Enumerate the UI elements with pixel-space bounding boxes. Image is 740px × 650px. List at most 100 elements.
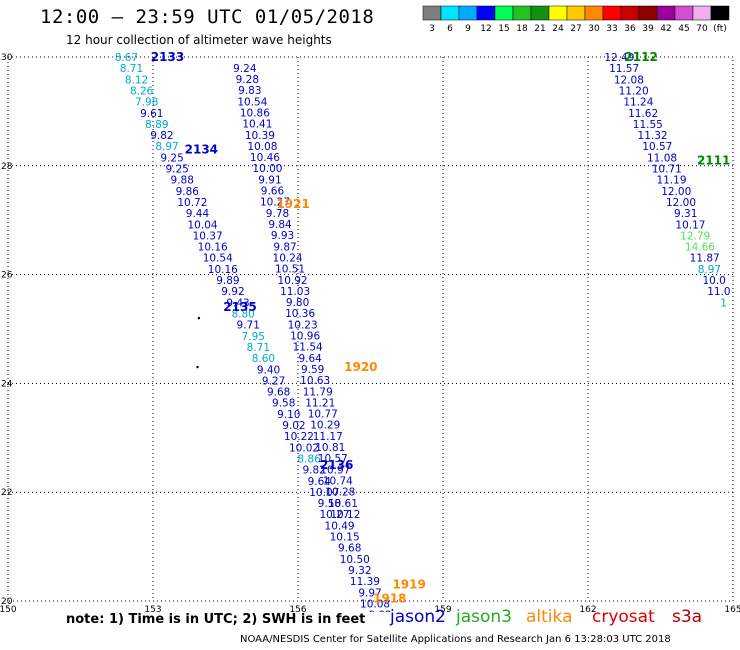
swh-value: 11.87 [690, 253, 720, 265]
pass-label: 2112 [624, 50, 657, 64]
satellite-legend-s3a: s3a [672, 607, 703, 627]
swh-value: 7.95 [242, 331, 265, 343]
colorbar-label: 6 [447, 24, 453, 34]
wave-height-plot: 150 153 156 159 162 1653028262422208.678.718.… [0, 50, 740, 612]
swh-value: 10.57 [318, 453, 348, 465]
swh-value: 11.21 [305, 397, 335, 409]
swh-value: 9.91 [258, 174, 281, 186]
swh-value: 10.77 [308, 409, 338, 421]
pass-label: 2111 [697, 153, 730, 167]
swh-value: 11.55 [633, 119, 663, 131]
colorbar-label: 70 [696, 24, 708, 34]
colorbar-label: 15 [498, 24, 509, 34]
swh-value: 11.24 [623, 97, 653, 109]
swh-value: 10.92 [278, 275, 308, 287]
swh-value: 10.08 [247, 141, 277, 153]
swh-value: 11.57 [609, 63, 639, 75]
chart-title: 12:00 – 23:59 UTC 01/05/2018 [40, 6, 375, 28]
swh-value: 9.32 [348, 565, 371, 577]
swh-value: 9.59 [301, 364, 324, 376]
swh-value: 8.12 [125, 74, 148, 86]
swh-value: 10.02 [289, 442, 319, 454]
swh-value: 9.02 [282, 420, 305, 432]
swh-value: 9.97 [358, 587, 381, 599]
y-tick-label: 26 [1, 271, 13, 281]
swh-value: 9.93 [271, 230, 294, 242]
swh-value: 8.97 [698, 264, 721, 276]
swh-value: 8.97 [155, 141, 178, 153]
swh-value: 10.54 [203, 253, 233, 265]
y-tick-label: 30 [1, 53, 13, 63]
swh-value: 9.58 [318, 498, 341, 510]
swh-value: 9.68 [338, 543, 361, 555]
swh-value: 9.80 [286, 297, 309, 309]
swh-value: 11.54 [293, 342, 323, 354]
marker-dot [197, 316, 201, 320]
colorbar-label: 39 [642, 24, 654, 34]
y-tick-label: 20 [1, 597, 13, 607]
swh-value: 9.27 [262, 375, 285, 387]
swh-value: 11.62 [628, 108, 658, 120]
swh-value: 10.16 [198, 242, 228, 254]
colorbar-label: 42 [660, 24, 671, 34]
swh-value: 10.57 [642, 141, 672, 153]
swh-value: 10.16 [208, 264, 238, 276]
swh-value: 10.27 [319, 509, 349, 521]
swh-value: 10.39 [245, 130, 275, 142]
satellite-legend-cryosat: cryosat [592, 607, 655, 627]
swh-value: 8.26 [130, 85, 154, 97]
swh-value: 7.98 [135, 97, 158, 109]
swh-value: 9.58 [272, 398, 295, 410]
swh-value: 10.61 [328, 498, 358, 510]
swh-value: 11.03 [280, 286, 310, 298]
chart-subtitle: 12 hour collection of altimeter wave hei… [66, 33, 332, 47]
swh-value: 11.79 [303, 386, 333, 398]
x-tick-label: 165 [724, 605, 740, 612]
swh-value: 10.08 [360, 598, 390, 610]
swh-value: 12.08 [614, 74, 644, 86]
swh-value: 10.29 [310, 420, 340, 432]
colorbar-label: 18 [516, 24, 528, 34]
swh-value: 10.15 [330, 532, 360, 544]
swh-value: 8.71 [120, 63, 143, 75]
pass-label: 1918 [373, 591, 406, 605]
swh-value: 9.43 [226, 297, 249, 309]
swh-value: 11.17 [313, 431, 343, 443]
swh-value: 9.66 [261, 186, 285, 198]
pass-label: 2136 [320, 458, 353, 472]
swh-value: 10.54 [237, 96, 267, 108]
footer-note: note: 1) Time is in UTC; 2) SWH is in fe… [66, 612, 366, 627]
swh-value: 10.24 [273, 252, 303, 264]
swh-value: 10.36 [285, 308, 315, 320]
swh-value: 9.44 [186, 208, 210, 220]
y-tick-label: 28 [1, 162, 13, 172]
pass-label: 1921 [276, 197, 309, 211]
swh-value: 9.25 [160, 152, 183, 164]
swh-value: 11.32 [638, 130, 668, 142]
colorbar-label: 45 [678, 24, 689, 34]
swh-value: 9.92 [221, 286, 244, 298]
colorbar-label: 12 [480, 24, 491, 34]
y-tick-label: 24 [1, 379, 13, 389]
swh-value: 8.60 [252, 353, 275, 365]
swh-value: 10.00 [252, 163, 282, 175]
swh-value: 11.39 [350, 576, 380, 588]
swh-value: 9.40 [257, 364, 280, 376]
satellite-legend-jason2: jason2 [390, 607, 446, 627]
satellite-legend-jason3: jason3 [456, 607, 512, 627]
swh-value: 10.86 [240, 107, 270, 119]
colorbar: 3 6 9 12 15 18 21 24 27 30 33 36 39 42 45 70 (ft) [422, 5, 730, 34]
swh-value: 8.86 [297, 453, 321, 465]
pass-label: 2134 [185, 142, 218, 156]
swh-value: 10.0 [702, 275, 725, 287]
swh-value: 10.22 [284, 431, 314, 443]
colorbar-label: 33 [606, 24, 617, 34]
colorbar-label: (ft) [713, 24, 727, 34]
swh-value: 9.82 [302, 465, 325, 477]
swh-value: 10.04 [188, 219, 218, 231]
swh-value: 10.49 [325, 520, 355, 532]
swh-value: 9.88 [171, 175, 194, 187]
plot-frame [7, 56, 734, 602]
swh-value: 12.79 [680, 230, 710, 242]
